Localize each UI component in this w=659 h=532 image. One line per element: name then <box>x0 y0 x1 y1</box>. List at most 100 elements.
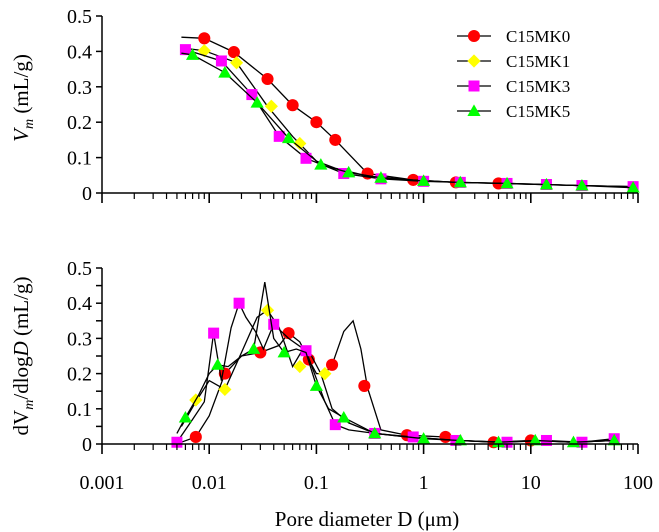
data-point-c15mk3 <box>171 436 183 448</box>
legend: C15MK0 C15MK1 C15MK3 C15MK5 <box>457 27 570 121</box>
panel-cumulative-volume: 00.10.20.30.40.5 Vm (mL/g) C15MK0C15MK1C… <box>9 6 640 205</box>
data-point-c15mk1 <box>260 303 275 317</box>
data-point-c15mk5 <box>309 379 323 391</box>
data-point-c15mk3 <box>329 419 341 431</box>
x-tick-label: 0.01 <box>192 472 227 494</box>
data-point-c15mk1 <box>218 382 232 397</box>
data-point-c15mk5 <box>337 411 351 423</box>
data-point-c15mk5 <box>277 345 291 358</box>
y-axis-label: dVm/dlogD (mL/g) <box>9 277 37 436</box>
data-point-c15mk0 <box>358 379 371 392</box>
y-tick-label: 0.4 <box>67 293 92 315</box>
legend-entry-c15mk0: C15MK0 <box>457 27 570 46</box>
data-point-c15mk5 <box>368 426 382 439</box>
data-point-c15mk0 <box>261 72 274 86</box>
data-point-c15mk3 <box>233 297 245 309</box>
data-point-c15mk5 <box>417 432 431 444</box>
x-tick-labels: 0.001 0.01 0.1 1 10 100 <box>80 472 654 494</box>
legend-label: C15MK3 <box>506 77 570 96</box>
data-point-c15mk3 <box>246 89 258 101</box>
data-point-c15mk3 <box>215 55 227 67</box>
data-point-c15mk5 <box>575 178 589 191</box>
data-point-c15mk3 <box>179 44 191 56</box>
data-point-c15mk5 <box>453 433 467 446</box>
data-point-c15mk0 <box>326 358 339 371</box>
data-point-c15mk0 <box>198 32 211 45</box>
data-point-c15mk0 <box>189 430 202 444</box>
y-tick-label: 0.3 <box>67 77 92 99</box>
x-tick-label: 10 <box>521 472 541 494</box>
data-point-c15mk5 <box>626 181 640 193</box>
y-tick-label: 0.2 <box>67 112 92 134</box>
data-point-c15mk3 <box>208 327 220 339</box>
data-point-c15mk0 <box>439 430 452 444</box>
y-tick-label: 0 <box>82 183 92 205</box>
data-point-c15mk1 <box>264 99 278 113</box>
y-tick-label: 0 <box>82 434 92 456</box>
series-line-c15mk5 <box>181 52 634 189</box>
data-point-c15mk5 <box>417 174 431 186</box>
data-point-c15mk5 <box>453 175 467 188</box>
data-point-c15mk3 <box>338 168 350 180</box>
y-tick-labels: 0 0.1 0.2 0.3 0.4 0.5 <box>67 6 92 205</box>
y-tick-label: 0.1 <box>67 148 92 170</box>
data-point-c15mk5 <box>314 158 328 170</box>
x-axis-label: Pore diameter D (μm) <box>275 507 459 531</box>
data-point-c15mk1 <box>293 359 307 374</box>
series-layer <box>171 281 621 449</box>
data-point-c15mk3 <box>268 318 280 330</box>
data-point-c15mk5 <box>607 433 621 446</box>
y-axis-label: Vm (mL/g) <box>9 54 37 142</box>
y-tick-label: 0.2 <box>67 364 92 386</box>
panel-pore-size-distribution: 0 0.1 0.2 0.3 0.4 0.5 0.001 0.01 0.1 1 10 100 dVm/… <box>9 258 653 531</box>
y-tick-label: 0.5 <box>67 258 92 280</box>
data-point-c15mk3 <box>300 152 312 164</box>
data-point-c15mk5 <box>250 96 264 108</box>
legend-label: C15MK1 <box>506 52 570 71</box>
y-tick-label: 0.3 <box>67 328 92 350</box>
series-line-c15mk1 <box>180 309 615 443</box>
x-tick-label: 0.1 <box>304 472 329 494</box>
data-point-c15mk0 <box>329 133 342 146</box>
data-point-c15mk0 <box>282 327 295 340</box>
series-line-c15mk0 <box>181 319 615 443</box>
y-tick-label: 0.4 <box>67 41 92 63</box>
series-layer <box>179 32 640 193</box>
axes <box>96 267 639 454</box>
data-point-c15mk5 <box>342 165 356 178</box>
data-point-c15mk0 <box>286 99 299 112</box>
legend-label: C15MK5 <box>506 102 570 121</box>
legend-marker <box>467 29 481 43</box>
data-point-c15mk1 <box>229 56 244 70</box>
legend-marker <box>467 54 481 68</box>
x-tick-label: 100 <box>623 472 653 494</box>
data-point-c15mk5 <box>218 66 232 78</box>
data-point-c15mk1 <box>318 367 332 381</box>
y-tick-label: 0.5 <box>67 6 92 28</box>
legend-marker <box>468 80 480 92</box>
data-point-c15mk1 <box>293 136 307 151</box>
data-point-c15mk5 <box>539 177 554 190</box>
legend-entry-c15mk3: C15MK3 <box>457 77 570 96</box>
x-tick-label: 0.001 <box>80 472 125 494</box>
legend-entry-c15mk1: C15MK1 <box>457 52 570 71</box>
data-point-c15mk5 <box>211 358 225 370</box>
y-tick-labels: 0 0.1 0.2 0.3 0.4 0.5 <box>67 258 92 456</box>
legend-marker <box>467 104 481 116</box>
data-point-c15mk5 <box>247 342 261 354</box>
data-point-c15mk3 <box>273 130 285 142</box>
legend-label: C15MK0 <box>506 27 570 46</box>
data-point-c15mk5 <box>500 176 514 189</box>
data-point-c15mk0 <box>227 46 240 59</box>
legend-entry-c15mk5: C15MK5 <box>457 102 570 121</box>
data-point-c15mk5 <box>281 131 296 144</box>
y-tick-label: 0.1 <box>67 399 92 421</box>
data-point-c15mk5 <box>185 48 200 60</box>
data-point-c15mk5 <box>178 411 193 423</box>
axes <box>96 15 639 203</box>
data-point-c15mk0 <box>310 116 323 129</box>
series-line-c15mk3 <box>176 301 615 443</box>
data-point-c15mk5 <box>528 433 542 446</box>
data-point-c15mk5 <box>374 171 388 183</box>
